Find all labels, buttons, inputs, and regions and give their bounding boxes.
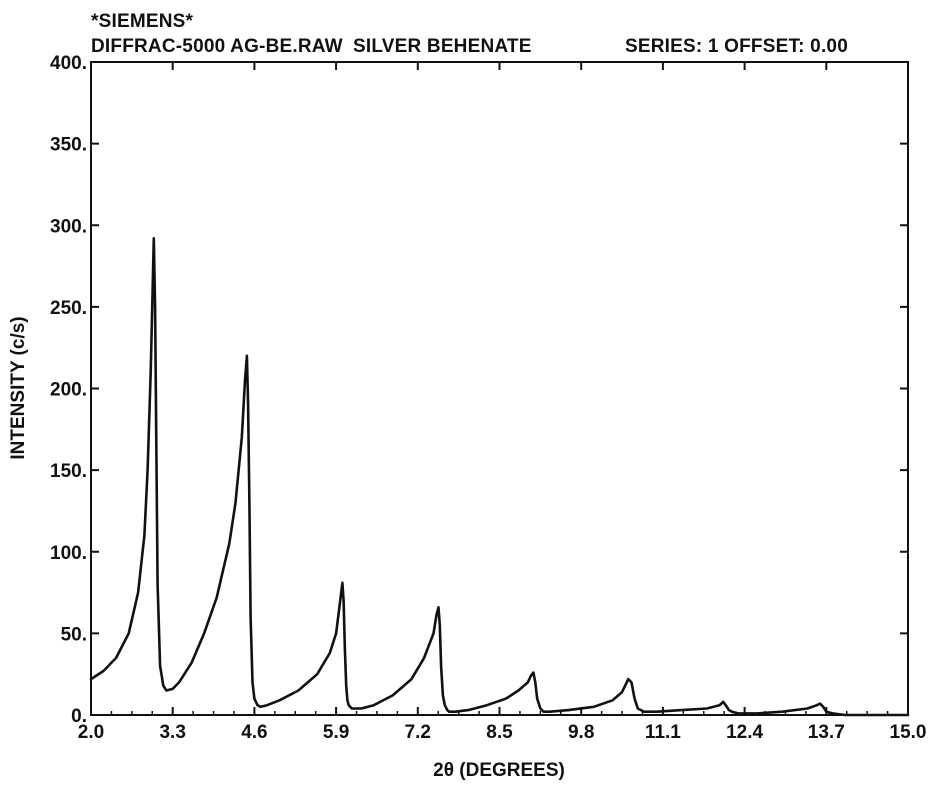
x-axis-title: 2θ (DEGREES) [433,760,565,780]
header-sample: SILVER BEHENATE [353,36,532,57]
x-tick-label: 12.4 [726,722,763,743]
x-tick-label: 2.0 [78,722,104,743]
y-tick-label: 400. [50,53,87,74]
y-tick-label: 50. [61,624,87,645]
y-tick-label: 100. [50,543,87,564]
x-tick-label: 15.0 [890,722,927,743]
header-series: SERIES: 1 OFFSET: 0.00 [625,36,848,57]
y-tick-label: 350. [50,135,87,156]
y-tick-label: 150. [50,461,87,482]
x-tick-label: 5.9 [323,722,349,743]
header-brand: *SIEMENS* [91,11,194,32]
y-tick-label: 200. [50,380,87,401]
y-axis-tick-labels: 0. 50. 100. 150. 200. 250. 300. 350. 400. [50,53,87,727]
y-tick-label: 250. [50,298,87,319]
y-tick-label: 300. [50,216,87,237]
diffraction-pattern-line [89,237,910,717]
x-tick-label: 4.6 [241,722,267,743]
x-tick-label: 11.1 [645,722,681,743]
x-tick-label: 7.2 [405,722,431,743]
y-axis-title: INTENSITY (c/s) [8,316,29,459]
header-file: DIFFRAC-5000 AG-BE.RAW [91,36,343,57]
x-tick-label: 13.7 [808,722,845,743]
y-tick-label: 0. [71,706,87,727]
x-axis-tick-labels: 2.0 3.3 4.6 5.9 7.2 8.5 9.8 11.1 12.4 13.7 15.0 [78,722,927,743]
x-tick-label: 9.8 [568,722,594,743]
x-tick-label: 3.3 [159,722,185,743]
x-axis-ticks [90,62,909,715]
plot-frame [90,61,909,716]
x-tick-label: 8.5 [486,722,513,743]
y-axis-ticks [91,61,908,716]
